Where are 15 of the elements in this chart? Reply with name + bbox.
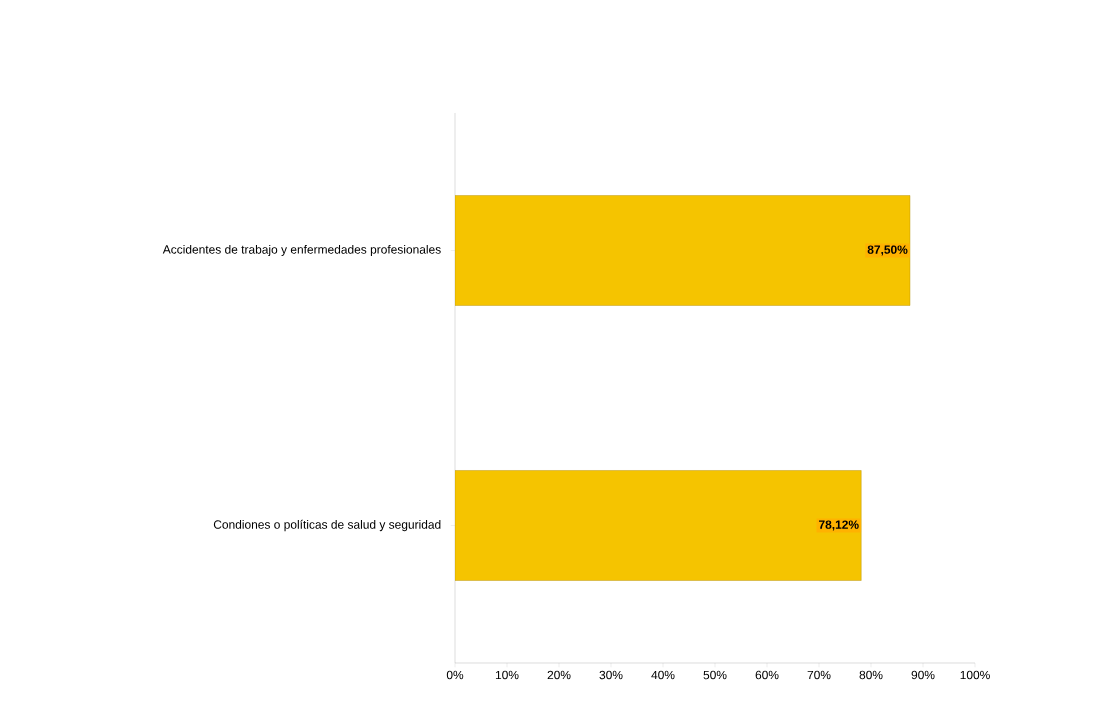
x-tick-label: 30% — [599, 670, 623, 680]
x-tick-label: 10% — [495, 670, 519, 680]
data-label: 78,12% — [819, 520, 859, 531]
x-tick-label: 40% — [651, 670, 675, 680]
y-tick-label: Condiones o políticas de salud y seguridad — [213, 519, 441, 532]
x-tick-label: 70% — [807, 670, 831, 680]
x-tick-label: 20% — [547, 670, 571, 680]
y-tick-label: Accidentes de trabajo y enfermedades profesionales — [162, 244, 441, 257]
x-tick-label: 100% — [960, 670, 990, 680]
x-tick-label: 80% — [859, 670, 883, 680]
x-tick-label: 0% — [446, 670, 464, 680]
x-tick-label: 60% — [755, 670, 779, 680]
data-label: 87,50% — [867, 245, 908, 256]
x-tick-label: 50% — [703, 670, 727, 680]
x-tick-label: 90% — [911, 670, 935, 680]
